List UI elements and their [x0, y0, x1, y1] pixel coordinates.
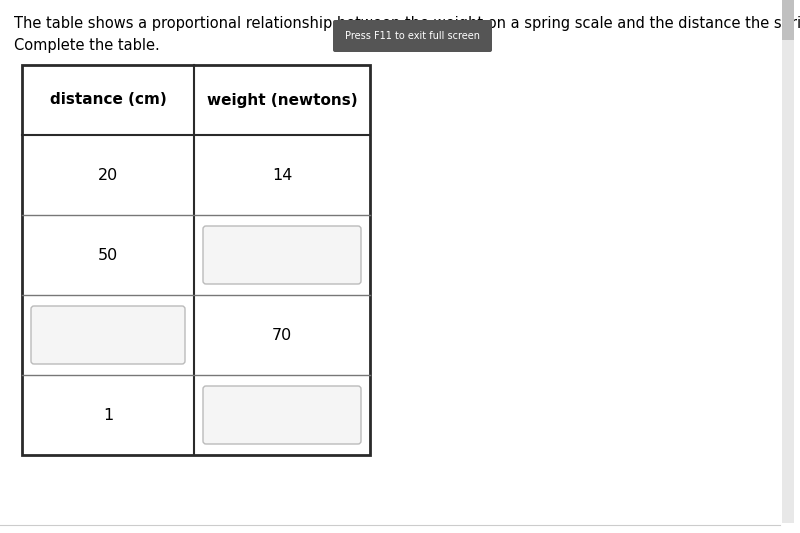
Text: 1: 1: [103, 408, 113, 423]
Bar: [782, 0, 794, 523]
Text: Press F11 to exit full screen: Press F11 to exit full screen: [345, 31, 480, 41]
Text: 14: 14: [272, 167, 292, 182]
FancyBboxPatch shape: [31, 306, 185, 364]
Text: The table shows a proportional relationship between the weight on a spring scale: The table shows a proportional relations…: [14, 16, 800, 31]
FancyBboxPatch shape: [203, 226, 361, 284]
FancyBboxPatch shape: [333, 20, 492, 52]
Text: weight (newtons): weight (newtons): [206, 93, 358, 108]
FancyBboxPatch shape: [203, 386, 361, 444]
Bar: [782, 0, 794, 40]
Text: Complete the table.: Complete the table.: [14, 38, 160, 53]
Text: 50: 50: [98, 247, 118, 262]
Text: 70: 70: [272, 327, 292, 343]
Text: distance (cm): distance (cm): [50, 93, 166, 108]
Bar: [22, 65, 370, 455]
Text: 20: 20: [98, 167, 118, 182]
